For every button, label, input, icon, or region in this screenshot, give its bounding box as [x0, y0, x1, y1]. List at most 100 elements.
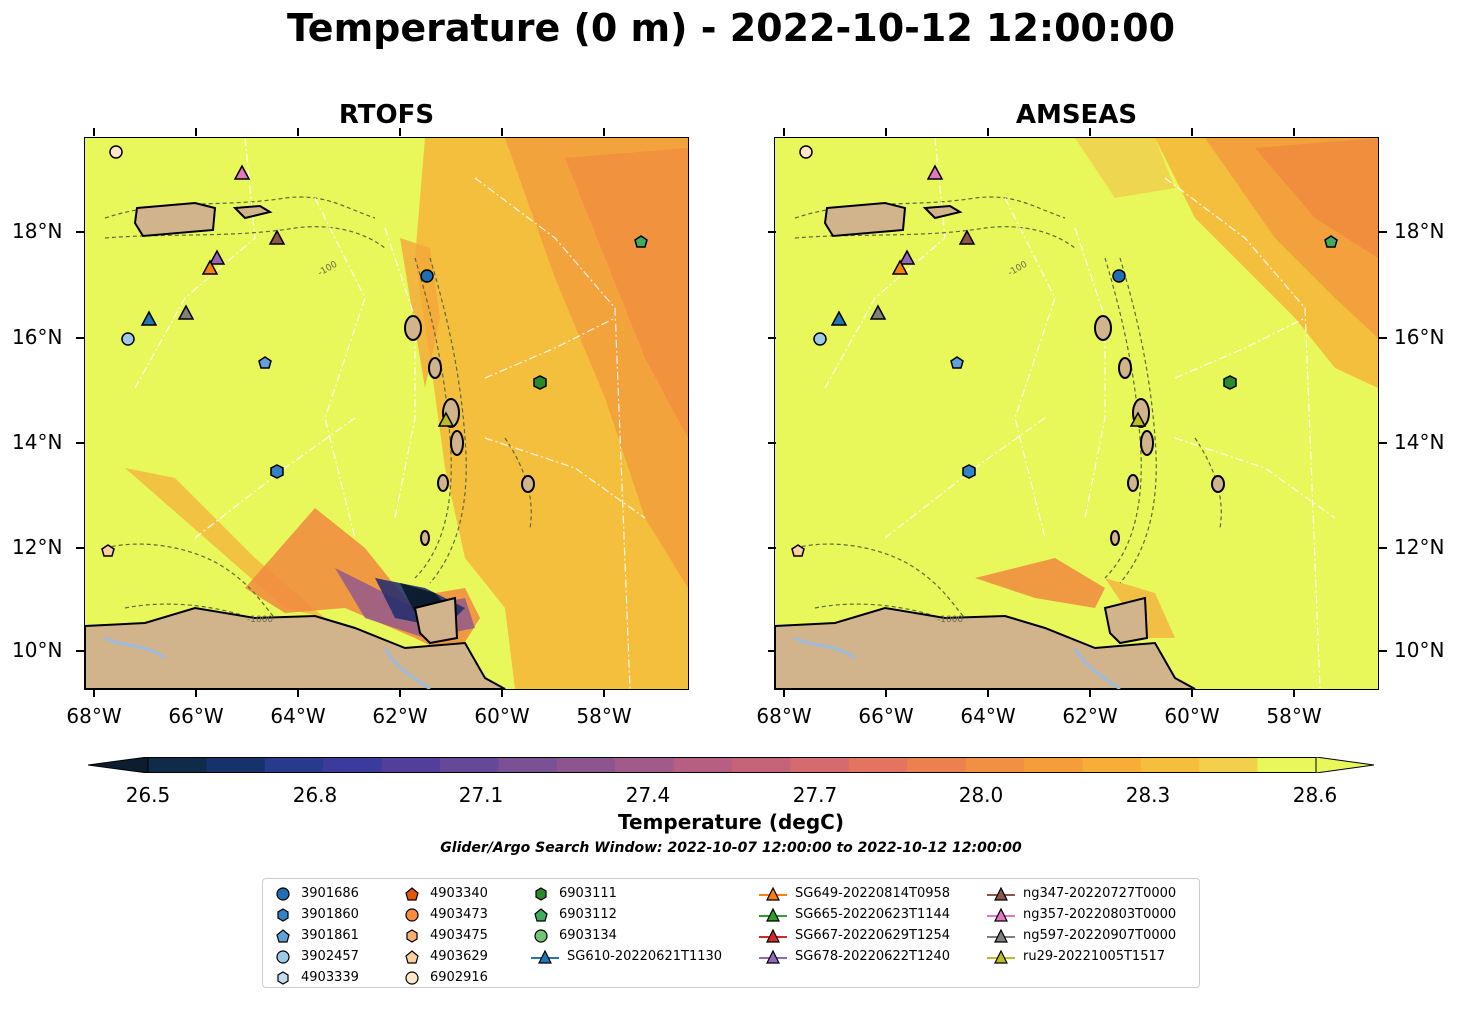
legend-entry: 4903629 — [402, 946, 488, 967]
lon-tick-mark — [603, 128, 605, 136]
lon-tick-mark — [1089, 689, 1091, 697]
circle-marker-icon — [531, 928, 559, 944]
lat-tick-label: 18°N — [12, 219, 63, 243]
legend-entry: ng597-20220907T0000 — [987, 925, 1176, 946]
rtofs-map[interactable]: -100 -1000 — [84, 137, 689, 690]
lat-tick-mark — [768, 231, 776, 233]
circle-marker-icon — [402, 970, 430, 986]
lon-tick-mark — [501, 689, 503, 697]
hexagon-marker-icon — [402, 928, 430, 944]
lon-tick-mark — [987, 128, 989, 136]
contour-label: -1000 — [937, 615, 963, 625]
lon-tick-mark — [195, 128, 197, 136]
legend-entry: SG649-20220814T0958 — [759, 883, 950, 904]
colorbar-tick-label: 27.4 — [625, 783, 671, 807]
pentagon-marker-icon — [273, 928, 301, 944]
legend-entry: SG678-20220622T1240 — [759, 946, 950, 967]
legend-column: 4903340 4903473 4903475 4903629 6902916 — [402, 883, 488, 988]
triangle-marker-icon — [759, 949, 795, 965]
lat-tick-label: 16°N — [1394, 325, 1445, 349]
colorbar-segment — [1082, 757, 1142, 773]
lat-tick-mark — [1379, 442, 1387, 444]
triangle-marker-icon — [987, 949, 1023, 965]
lat-tick-mark — [1379, 231, 1387, 233]
lat-tick-label: 12°N — [1394, 535, 1445, 559]
triangle-marker-icon — [987, 907, 1023, 923]
lon-tick-mark — [93, 128, 95, 136]
legend-entry: 6903112 — [531, 904, 722, 925]
legend-label: 6903112 — [559, 907, 617, 922]
legend-label: ng597-20220907T0000 — [1023, 928, 1177, 943]
legend-label: 3901686 — [301, 886, 359, 901]
lat-tick-mark — [76, 442, 84, 444]
legend-label: SG667-20220629T1254 — [795, 928, 951, 943]
lon-tick-mark — [297, 689, 299, 697]
triangle-marker-icon — [759, 907, 795, 923]
panel-title-amseas: AMSEAS — [1015, 100, 1138, 130]
amseas-map[interactable]: -100 -1000 — [774, 137, 1379, 690]
triangle-marker-icon — [987, 886, 1023, 902]
legend-entry: 6903111 — [531, 883, 722, 904]
lat-tick-mark — [768, 650, 776, 652]
legend-column: 6903111 6903112 6903134 SG610-20220621T1130 — [531, 883, 722, 967]
legend-label: 6902916 — [430, 970, 488, 985]
lat-tick-mark — [76, 547, 84, 549]
hexagon-marker-icon — [531, 886, 559, 902]
legend: 3901686 3901860 3901861 3902457 4903339 49033… — [262, 878, 1200, 988]
legend-label: 4903473 — [430, 907, 488, 922]
lat-tick-mark — [1379, 337, 1387, 339]
legend-entry: SG610-20220621T1130 — [531, 946, 722, 967]
lon-tick-mark — [399, 128, 401, 136]
lat-tick-mark — [76, 650, 84, 652]
legend-label: 3901861 — [301, 928, 359, 943]
colorbar-segment — [965, 757, 1025, 773]
legend-entry: 3901861 — [273, 925, 359, 946]
legend-label: SG665-20220623T1144 — [795, 907, 951, 922]
colorbar-segment — [1199, 757, 1259, 773]
colorbar-tick-label: 28.6 — [1292, 783, 1338, 807]
panel-title-rtofs: RTOFS — [338, 100, 435, 130]
legend-label: 6903134 — [559, 928, 617, 943]
legend-entry: 4903339 — [273, 967, 359, 988]
lon-tick-mark — [1089, 128, 1091, 136]
colorbar-segment — [1140, 757, 1200, 773]
legend-label: SG649-20220814T0958 — [795, 886, 951, 901]
legend-entry: ng357-20220803T0000 — [987, 904, 1176, 925]
colorbar-segment — [673, 757, 733, 773]
lat-tick-mark — [76, 231, 84, 233]
legend-label: 4903340 — [430, 886, 488, 901]
legend-entry: 3901686 — [273, 883, 359, 904]
colorbar-segment — [264, 757, 324, 773]
colorbar-tick-label: 28.3 — [1125, 783, 1171, 807]
lat-tick-label: 10°N — [1394, 638, 1445, 662]
legend-label: 6903111 — [559, 886, 617, 901]
colorbar-segment — [556, 757, 616, 773]
colorbar-tick-label: 28.0 — [958, 783, 1004, 807]
lon-tick-label: 68°W — [756, 704, 812, 728]
lat-tick-mark — [1379, 650, 1387, 652]
colorbar-extend-low — [88, 757, 149, 773]
lon-tick-mark — [1191, 128, 1193, 136]
lon-tick-label: 58°W — [576, 704, 632, 728]
lat-tick-label: 10°N — [12, 638, 63, 662]
legend-column: SG649-20220814T0958 SG665-20220623T1144 SG… — [759, 883, 950, 967]
colorbar-segment — [381, 757, 441, 773]
lon-tick-mark — [885, 689, 887, 697]
lon-tick-label: 62°W — [372, 704, 428, 728]
lon-tick-mark — [1293, 689, 1295, 697]
amseas-map-canvas: -100 -1000 — [775, 138, 1378, 689]
colorbar-segment — [1257, 757, 1317, 773]
colorbar-segment — [615, 757, 675, 773]
lat-tick-mark — [768, 547, 776, 549]
legend-label: 3902457 — [301, 949, 359, 964]
legend-label: 4903339 — [301, 970, 359, 985]
colorbar-title: Temperature (degC) — [618, 810, 844, 834]
legend-entry: 3901860 — [273, 904, 359, 925]
legend-entry: SG665-20220623T1144 — [759, 904, 950, 925]
search-window-text: Glider/Argo Search Window: 2022-10-07 12… — [440, 840, 1022, 856]
lat-tick-label: 18°N — [1394, 219, 1445, 243]
lon-tick-mark — [783, 689, 785, 697]
legend-label: ng347-20220727T0000 — [1023, 886, 1177, 901]
legend-entry: 4903473 — [402, 904, 488, 925]
legend-label: 3901860 — [301, 907, 359, 922]
